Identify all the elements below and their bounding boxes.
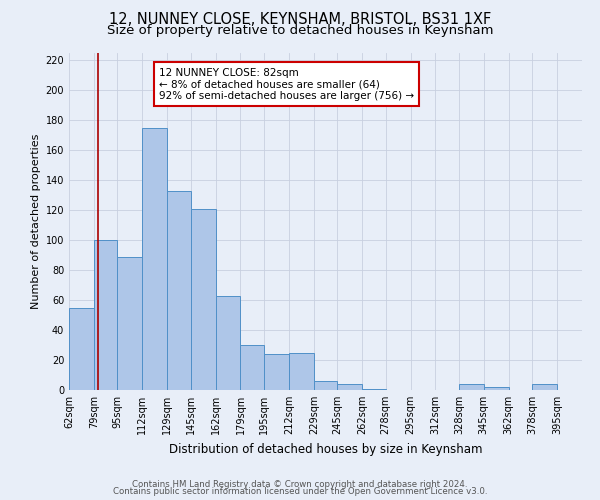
Bar xyxy=(314,381,337,390)
Bar xyxy=(167,190,191,390)
Text: 12 NUNNEY CLOSE: 82sqm
← 8% of detached houses are smaller (64)
92% of semi-deta: 12 NUNNEY CLOSE: 82sqm ← 8% of detached … xyxy=(159,68,414,101)
Bar xyxy=(215,296,241,390)
Bar xyxy=(142,128,167,390)
Text: 12, NUNNEY CLOSE, KEYNSHAM, BRISTOL, BS31 1XF: 12, NUNNEY CLOSE, KEYNSHAM, BRISTOL, BS3… xyxy=(109,12,491,28)
Text: Contains HM Land Registry data © Crown copyright and database right 2024.: Contains HM Land Registry data © Crown c… xyxy=(132,480,468,489)
Bar xyxy=(69,308,94,390)
Bar xyxy=(337,384,362,390)
Bar xyxy=(362,388,386,390)
X-axis label: Distribution of detached houses by size in Keynsham: Distribution of detached houses by size … xyxy=(169,442,482,456)
Bar xyxy=(118,256,142,390)
Bar xyxy=(532,384,557,390)
Y-axis label: Number of detached properties: Number of detached properties xyxy=(31,134,41,309)
Bar xyxy=(459,384,484,390)
Bar xyxy=(484,387,509,390)
Bar xyxy=(241,345,264,390)
Bar xyxy=(289,352,314,390)
Bar xyxy=(94,240,118,390)
Text: Size of property relative to detached houses in Keynsham: Size of property relative to detached ho… xyxy=(107,24,493,37)
Bar xyxy=(264,354,289,390)
Bar xyxy=(191,208,215,390)
Text: Contains public sector information licensed under the Open Government Licence v3: Contains public sector information licen… xyxy=(113,487,487,496)
